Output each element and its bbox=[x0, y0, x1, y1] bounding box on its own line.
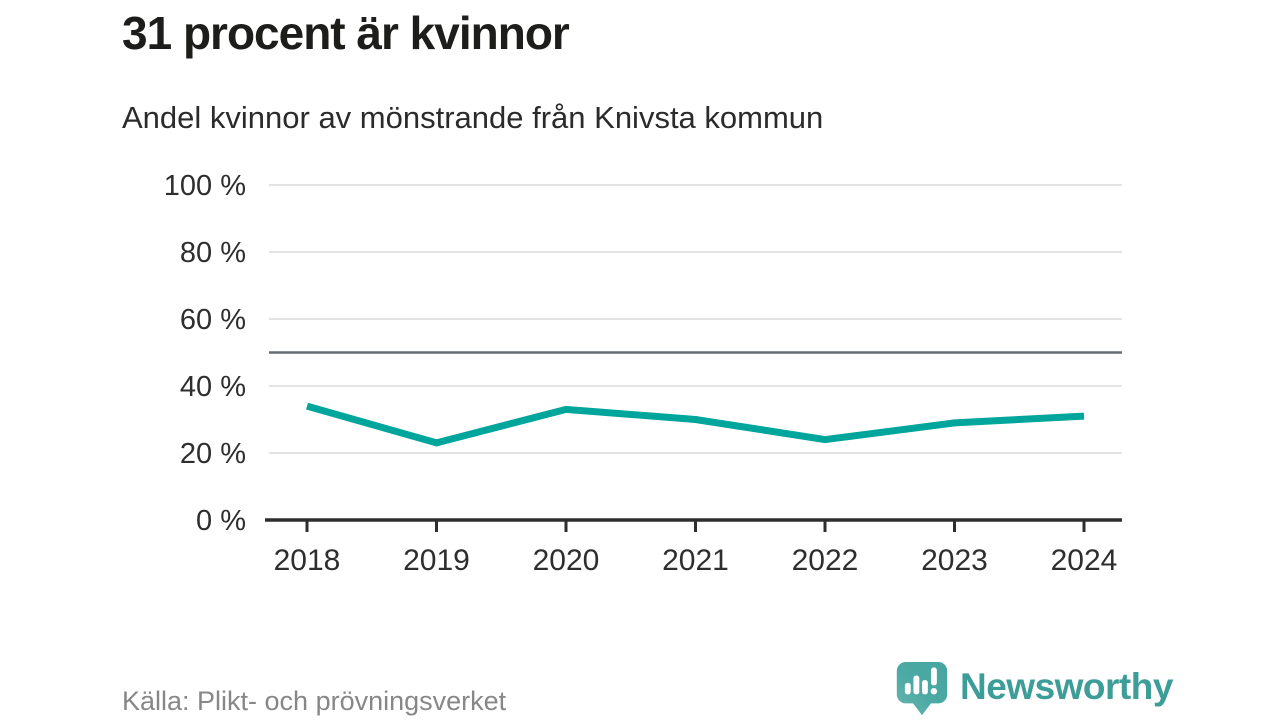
x-tick-label: 2018 bbox=[274, 544, 341, 577]
x-tick-label: 2023 bbox=[921, 544, 988, 577]
newsworthy-logo-icon bbox=[896, 662, 948, 716]
page-title: 31 procent är kvinnor bbox=[122, 7, 570, 59]
x-tick-label: 2019 bbox=[403, 544, 470, 577]
y-tick-label: 0 % bbox=[196, 505, 246, 537]
logo-exclamation-dot bbox=[930, 688, 938, 695]
y-tick-label: 60 % bbox=[180, 304, 246, 336]
y-tick-label: 40 % bbox=[180, 371, 246, 403]
x-tick-label: 2024 bbox=[1051, 544, 1118, 577]
y-tick-label: 80 % bbox=[180, 237, 246, 269]
x-tick-label: 2021 bbox=[662, 544, 729, 577]
logo-bar-1 bbox=[904, 682, 911, 695]
logo-bar-3 bbox=[922, 680, 928, 695]
x-tick-label: 2022 bbox=[792, 544, 859, 577]
y-tick-label: 20 % bbox=[180, 438, 246, 470]
source-note: Källa: Plikt- och prövningsverket bbox=[122, 686, 507, 716]
y-tick-label: 100 % bbox=[164, 170, 246, 202]
chart-subtitle: Andel kvinnor av mönstrande från Knivsta… bbox=[122, 100, 824, 135]
newsworthy-brand: Newsworthy bbox=[895, 660, 1173, 718]
brand-name: Newsworthy bbox=[960, 665, 1173, 707]
trend-line bbox=[306, 402, 1085, 447]
line-chart: 0 % 20 % 40 % 60 % 80 % 100 % 2018 2019 2020 2021… bbox=[164, 170, 1122, 577]
logo-exclamation-bar bbox=[931, 667, 937, 686]
x-tick-label: 2020 bbox=[533, 544, 600, 577]
line-chart-container: 0 % 20 % 40 % 60 % 80 % 100 % 2018 2019 2020 2021… bbox=[0, 160, 1280, 620]
logo-bar-2 bbox=[913, 675, 920, 695]
